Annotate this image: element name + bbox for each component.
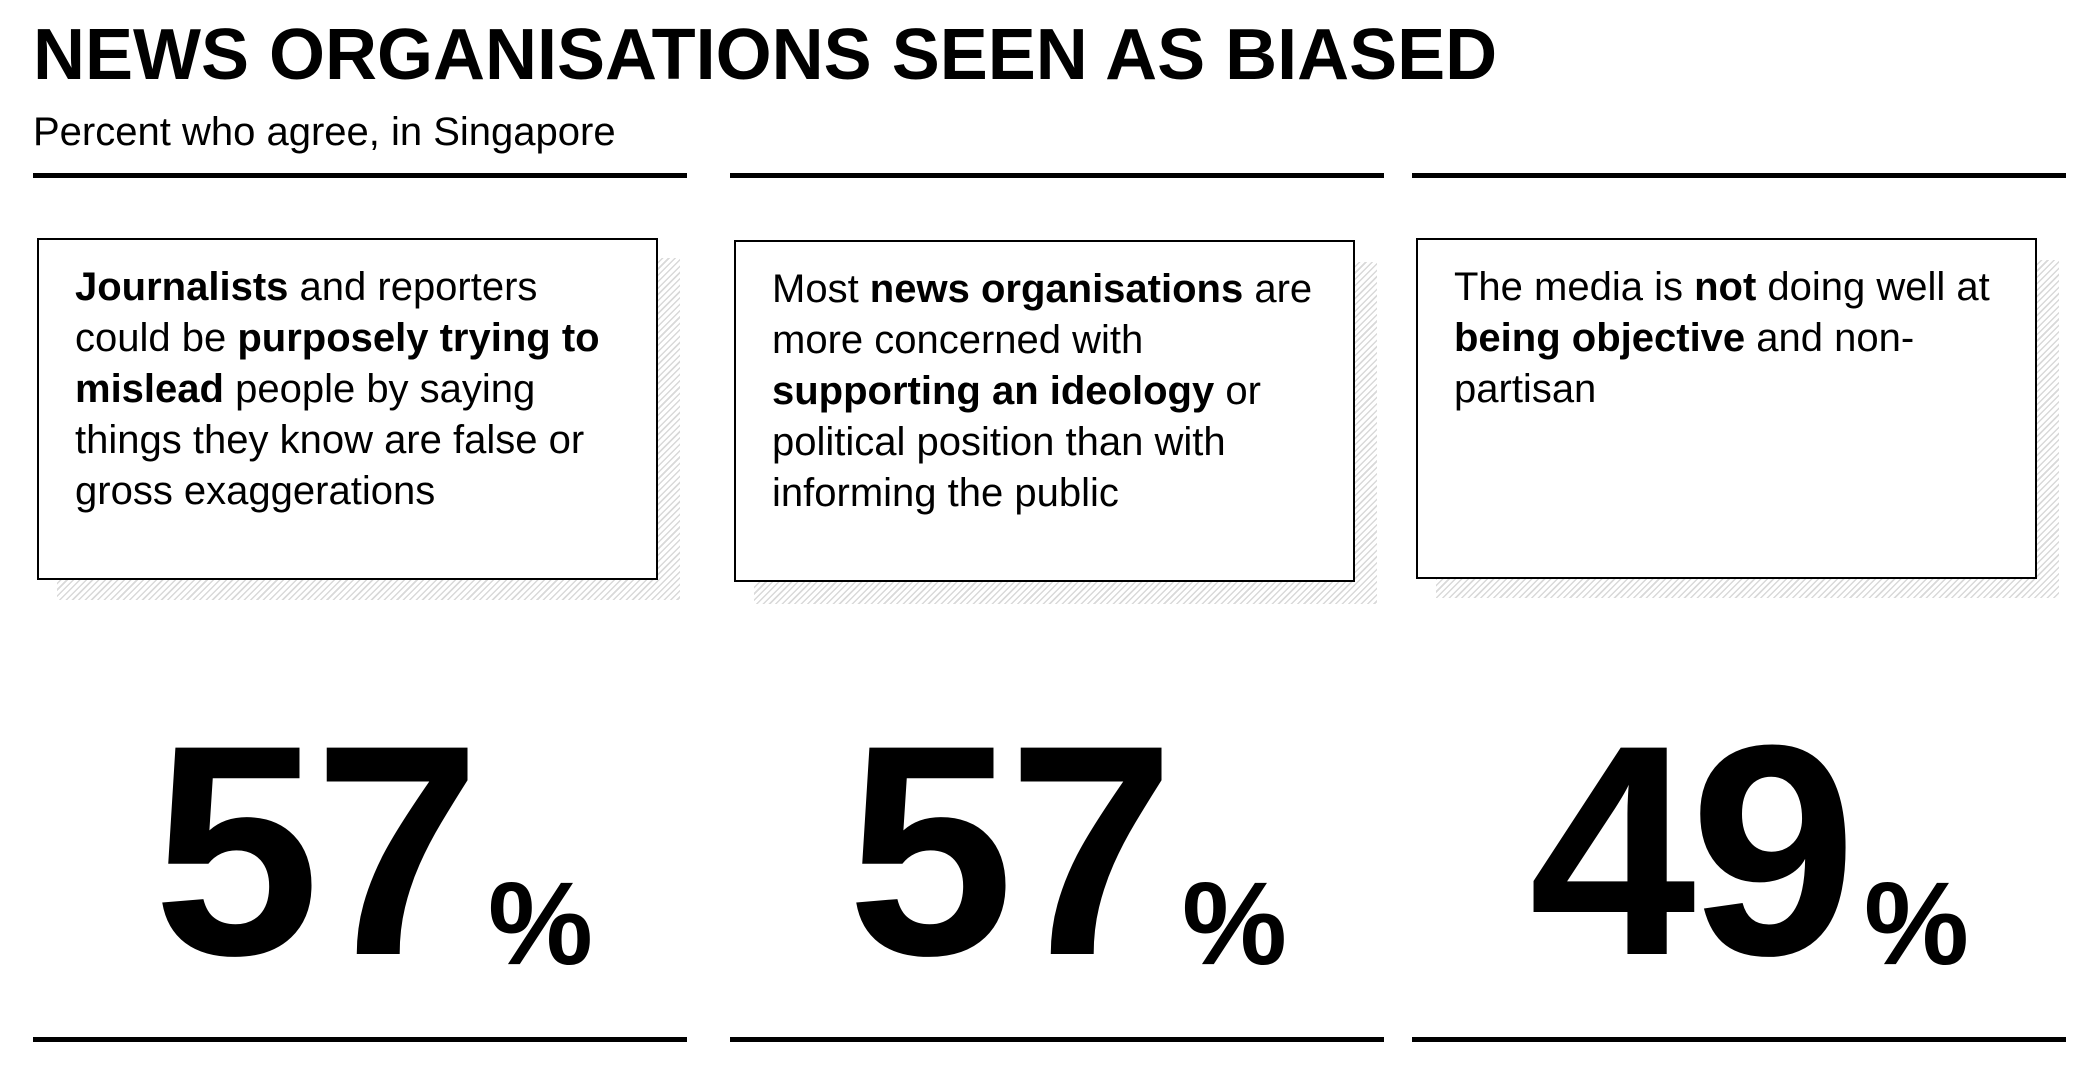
bottom-rule: [730, 1037, 1384, 1042]
statement-emphasis: news organisations: [869, 267, 1244, 311]
stat-value: 57 %: [730, 700, 1384, 1000]
statement-fragment: and reporters could be: [75, 265, 538, 360]
top-rule: [1412, 173, 2066, 178]
statement-emphasis: purposely trying to mislead: [75, 316, 600, 411]
stat-value: 49 %: [1412, 700, 2066, 1000]
chart-subtitle: Percent who agree, in Singapore: [33, 110, 616, 154]
statement-emphasis: supporting an ideology: [772, 369, 1215, 413]
stat-number: 49: [1529, 682, 1857, 1018]
statement-panel-1: Journalists and reporters could be purpo…: [33, 0, 687, 1072]
statement-emphasis: not: [1694, 265, 1757, 309]
statement-panel-3: The media is not doing well at being obj…: [1412, 0, 2066, 1072]
statement-fragment: are more concerned with: [772, 267, 1313, 362]
statement-emphasis: Journalists: [75, 265, 289, 309]
statement-emphasis: being objective: [1454, 316, 1746, 360]
percent-sign: %: [1864, 858, 1969, 990]
statement-fragment: and non-partisan: [1454, 316, 1915, 411]
stat-value: 57 %: [33, 700, 687, 1000]
statement-text: The media is not doing well at being obj…: [1454, 262, 2015, 415]
statement-fragment: or political position than with informin…: [772, 369, 1261, 515]
stat-number: 57: [847, 682, 1175, 1018]
statement-text: Journalists and reporters could be purpo…: [75, 262, 636, 517]
statement-fragment: people by saying things they know are fa…: [75, 367, 585, 513]
bottom-rule: [33, 1037, 687, 1042]
statement-box: Journalists and reporters could be purpo…: [37, 238, 658, 580]
statement-fragment: doing well at: [1756, 265, 1990, 309]
chart-title: NEWS ORGANISATIONS SEEN AS BIASED: [33, 15, 1498, 95]
statement-box: The media is not doing well at being obj…: [1416, 238, 2037, 579]
statement-text: Most news organisations are more concern…: [772, 264, 1333, 519]
statement-box: Most news organisations are more concern…: [734, 240, 1355, 582]
percent-sign: %: [1182, 858, 1287, 990]
top-rule: [33, 173, 687, 178]
percent-sign: %: [488, 858, 593, 990]
bottom-rule: [1412, 1037, 2066, 1042]
statement-fragment: The media is: [1454, 265, 1695, 309]
statement-panel-2: Most news organisations are more concern…: [730, 0, 1384, 1072]
stat-number: 57: [153, 682, 481, 1018]
top-rule: [730, 173, 1384, 178]
statement-fragment: Most: [772, 267, 870, 311]
